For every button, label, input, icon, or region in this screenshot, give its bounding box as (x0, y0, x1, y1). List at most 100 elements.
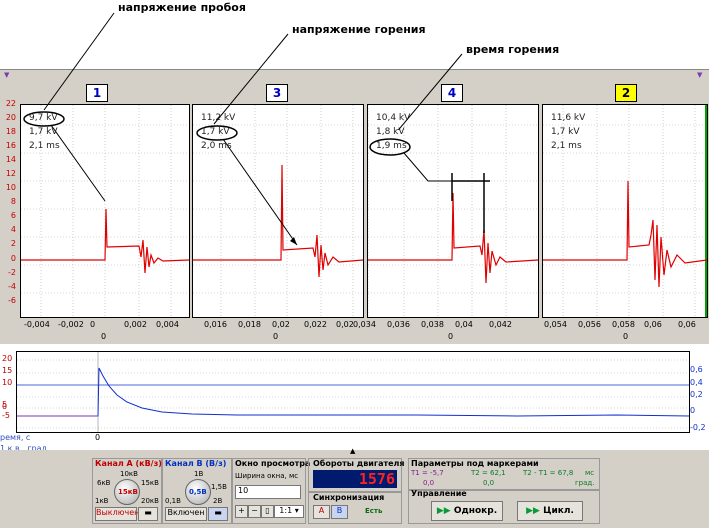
x-tick-label: 0,056 (578, 320, 601, 329)
y-tick-label: 16 (5, 141, 16, 150)
channel-a-status-button[interactable]: Выключен (95, 507, 139, 521)
x-tick-label: 0,002 (124, 320, 147, 329)
x-tick-label: 0,02 (272, 320, 290, 329)
knob-tick-label: 1В (194, 470, 204, 478)
panel-number-4[interactable]: 2 (615, 84, 637, 102)
zero-marker-label: 0 (448, 332, 454, 341)
knob-tick-label: 2В (213, 497, 223, 505)
channel-a-title: Канал А (кВ/з) (95, 459, 162, 468)
burning-time: 1,9 ms (376, 141, 407, 151)
channel-a-knob[interactable]: 15кВ (114, 479, 140, 505)
channel-b-settings-button[interactable]: ▬ (208, 507, 228, 521)
panel-number-2[interactable]: 3 (266, 84, 288, 102)
oscillogram-panel-2[interactable]: 11,2 kV 1,7 kV 2,0 ms (192, 104, 364, 318)
play-icon: ▶▶ (526, 506, 540, 516)
manage-group: Управление ▶▶ Однокр. ▶▶ Цикл. (408, 489, 600, 524)
burning-voltage: 1,7 kV (201, 127, 230, 137)
overview-left-tick: 20 (2, 354, 13, 363)
annotation-leaders (43, 12, 463, 130)
right-marker-icon: ▼ (697, 71, 703, 79)
oscillogram-panel-4[interactable]: 11,6 kV 1,7 kV 2,1 ms (542, 104, 708, 318)
knob-value: 15кВ (118, 488, 138, 496)
trace-plot (21, 105, 189, 317)
play-icon: ▶▶ (436, 506, 451, 516)
peak-voltage: 11,2 kV (201, 113, 236, 123)
burning-voltage: 1,7 kV (551, 127, 580, 137)
equalizer-icon: ▬ (144, 508, 152, 517)
sync-channel-a-button[interactable]: A (313, 505, 330, 519)
channel-b-knob[interactable]: 0,5В (185, 479, 211, 505)
overview-right-tick: -0,2 (690, 423, 706, 432)
equalizer-icon: ▬ (214, 508, 222, 517)
y-tick-label: 20 (5, 113, 16, 122)
x-tick-label: 0,004 (156, 320, 179, 329)
zero-marker-label: 0 (623, 332, 629, 341)
oscillogram-panel-3[interactable]: 10,4 kV 1,8 kV 1,9 ms (367, 104, 539, 318)
overview-trace (17, 352, 689, 432)
overview-right-tick: 0,4 (690, 378, 703, 387)
channel-a-settings-button[interactable]: ▬ (138, 507, 158, 521)
y-tick-label: 6 (10, 211, 16, 220)
burning-time: 2,0 ms (201, 141, 232, 151)
oscillogram-panel-1[interactable]: 9,7 kV 1,7 kV 2,1 ms (20, 104, 190, 318)
overview-left-tick: 10 (2, 378, 13, 387)
panel-number-1[interactable]: 1 (86, 84, 108, 102)
y-tick-label: 0 (10, 254, 16, 263)
trace-plot (193, 105, 363, 317)
y-tick-label: -6 (8, 296, 16, 305)
x-tick-label: 0,038 (421, 320, 444, 329)
knob-value: 0,5В (189, 488, 207, 496)
splitter-handle-icon[interactable]: ▲ (350, 447, 356, 455)
x-tick-label: 0,018 (238, 320, 261, 329)
manage-title: Управление (411, 489, 467, 498)
y-tick-label: 18 (5, 127, 16, 136)
marker-params-title: Параметры под маркерами (411, 459, 539, 468)
zoom-value: 1:1 (279, 506, 293, 515)
knob-tick-label: 6кВ (97, 479, 111, 487)
x-tick-label: 0,054 (544, 320, 567, 329)
window-width-label: Ширина окна, мс (235, 472, 299, 480)
zoom-in-icon[interactable]: + (235, 505, 248, 518)
sync-channel-b-button[interactable]: B (331, 505, 348, 519)
trace-plot (368, 105, 538, 317)
top-scroll-strip: ▼ ▼ (0, 69, 709, 82)
panel-number-3[interactable]: 4 (441, 84, 463, 102)
cycle-button[interactable]: ▶▶ Цикл. (517, 501, 583, 521)
time-axis-zero: 0 (95, 433, 101, 442)
page-icon[interactable]: ▯ (261, 505, 274, 518)
x-tick-label: 0,036 (387, 320, 410, 329)
y-tick-label: 14 (5, 155, 16, 164)
zoom-select[interactable]: 1:1 ▾ (274, 505, 304, 518)
x-tick-label: 0,04 (455, 320, 473, 329)
y-tick-label: 22 (5, 99, 16, 108)
knob-tick-label: 0,1В (165, 497, 181, 505)
overview-left-tick: 5 (2, 400, 8, 409)
engine-rpm-group: Обороты двигателя 1576 (308, 458, 405, 492)
x-tick-label: 0,034 (353, 320, 376, 329)
single-shot-button[interactable]: ▶▶ Однокр. (431, 501, 503, 521)
peak-voltage: 9,7 kV (29, 113, 58, 123)
engine-rpm-title: Обороты двигателя (313, 459, 405, 468)
y-tick-label: 2 (10, 239, 16, 248)
y-tick-label: -2 (8, 268, 16, 277)
x-tick-label: 0,016 (204, 320, 227, 329)
sync-title: Синхронизация (313, 493, 385, 502)
y-tick-label: -4 (8, 282, 16, 291)
channel-a-group: Канал А (кВ/з) 10кВ 6кВ 15кВ 1кВ 20кВ 15… (92, 458, 162, 524)
peak-voltage: 11,6 kV (551, 113, 586, 123)
engine-rpm-display: 1576 (313, 470, 397, 488)
y-tick-label: 10 (5, 183, 16, 192)
x-tick-label: 0,06 (678, 320, 696, 329)
overview-right-tick: 0 (690, 406, 696, 415)
knob-tick-label: 15кВ (141, 479, 159, 487)
t1-value: 0,0 (423, 479, 435, 487)
burning-time: 2,1 ms (29, 141, 60, 151)
channel-b-status-button[interactable]: Включен (165, 507, 207, 521)
zoom-out-icon[interactable]: − (248, 505, 261, 518)
peak-voltage: 10,4 kV (376, 113, 411, 123)
overview-plot[interactable] (16, 351, 690, 433)
window-width-input[interactable]: 10 (235, 485, 301, 499)
overview-left-tick: -5 (2, 411, 10, 420)
dt-unit-ms: мс (585, 469, 595, 477)
annotation-burning-voltage: напряжение горения (292, 23, 426, 36)
